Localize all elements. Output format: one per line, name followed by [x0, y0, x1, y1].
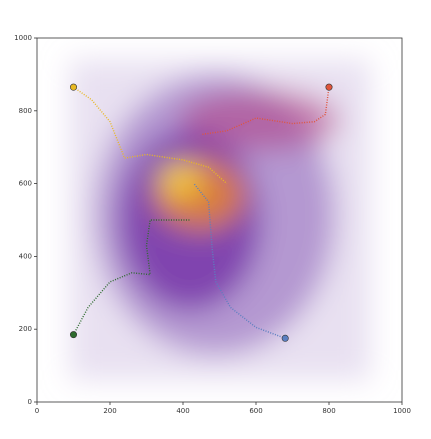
start-marker — [281, 334, 289, 342]
start-marker — [70, 83, 78, 91]
x-tick-label: 800 — [322, 407, 335, 415]
y-tick-label: 600 — [19, 180, 32, 188]
x-tick-label: 1000 — [393, 407, 411, 415]
y-tick-label: 200 — [19, 325, 32, 333]
plot-frame — [36, 37, 403, 403]
y-tick-label: 0 — [28, 398, 32, 406]
start-marker — [70, 331, 78, 339]
start-marker — [325, 83, 333, 91]
x-tick-label: 400 — [176, 407, 189, 415]
y-tick-label: 800 — [19, 107, 32, 115]
y-tick-label: 400 — [19, 252, 32, 260]
x-tick-label: 0 — [35, 407, 39, 415]
trajectory — [193, 183, 286, 339]
y-tick-label: 1000 — [14, 34, 32, 42]
x-tick-label: 600 — [249, 407, 262, 415]
x-tick-label: 200 — [103, 407, 116, 415]
density-background — [70, 60, 370, 380]
trajectory — [201, 87, 330, 136]
